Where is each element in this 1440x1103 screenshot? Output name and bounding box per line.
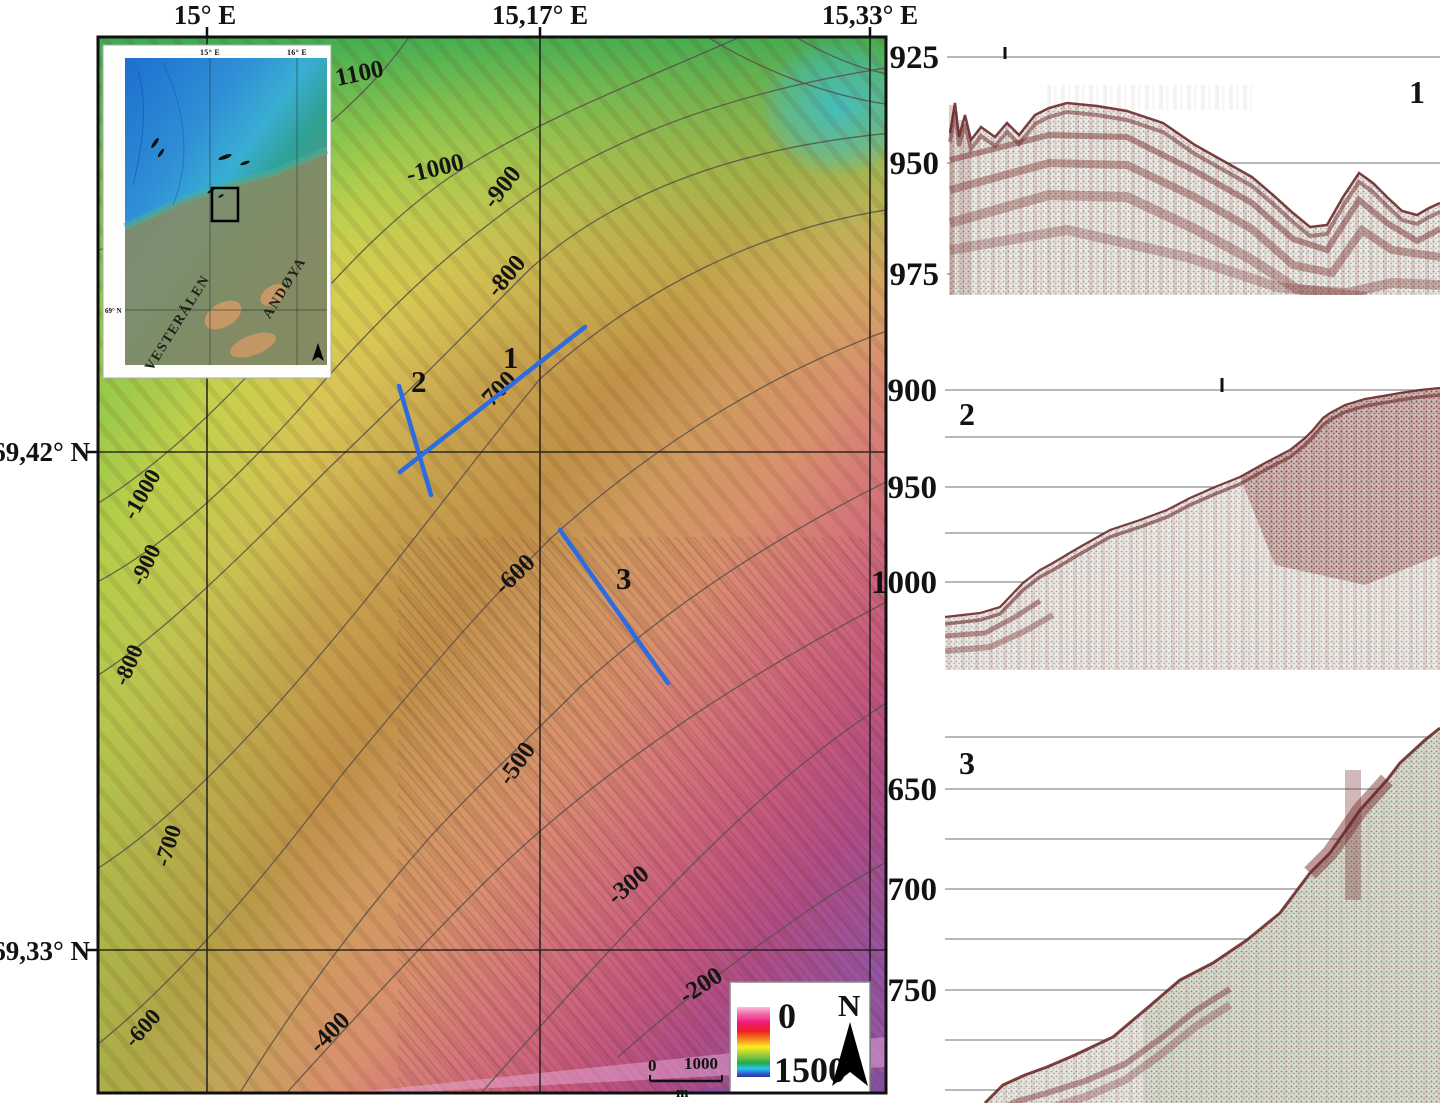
survey-line-3 <box>557 527 671 686</box>
scale-bar-end-label: 1000 <box>684 1054 718 1073</box>
profile-2-seismogram <box>945 386 1440 670</box>
bathymetry-surface <box>98 37 886 1093</box>
inset-graticule <box>125 58 327 365</box>
legend-colorbar <box>737 1007 770 1077</box>
survey-line-1 <box>397 324 588 475</box>
depth-tick-label: 950 <box>890 146 940 182</box>
depth-tick-label: 700 <box>888 872 938 908</box>
depth-tick-label: 925 <box>890 40 940 76</box>
inset-map: VESTERÅLEN ANDØYA 15° E 16° E 69° N <box>102 44 332 379</box>
margin-ticks <box>86 27 872 952</box>
depth-tick-label: 650 <box>888 772 938 808</box>
contour-corner-a <box>706 37 886 105</box>
lon-tick-label: 15,33° E <box>822 0 918 30</box>
contour-lines <box>98 37 886 1093</box>
lon-tick-label: 15° E <box>174 0 237 30</box>
contour-1000 <box>98 37 742 505</box>
inset-lat-label: 69° N <box>105 307 122 315</box>
seafloor-line-1 <box>948 101 1440 229</box>
seafloor-line-3 <box>983 726 1440 1103</box>
survey-lines <box>396 324 671 686</box>
vertical-disturbance <box>1345 770 1361 900</box>
profile-panel-2: 900 950 1000 2 <box>871 373 1440 670</box>
depth-tick-label: 1000 <box>871 565 937 601</box>
north-label: N <box>838 988 860 1023</box>
lat-tick-label: 69,42° N <box>0 437 91 467</box>
profile-panel-1: 925 950 975 1 <box>890 40 1440 295</box>
inset-sea-contour <box>162 62 185 206</box>
legend-box: 0 1500 N <box>729 981 871 1094</box>
depth-tick-label: 950 <box>888 470 938 506</box>
depth-tick-label: 750 <box>888 973 938 1009</box>
inset-land-patch <box>230 332 276 358</box>
inset-lon-label: 15° E <box>200 48 220 57</box>
inset-north-arrow <box>312 343 324 361</box>
profile-1-reflectors <box>948 131 1440 295</box>
contour-300 <box>480 702 886 1093</box>
bathymetric-map-panel: 1100 -1000 -900 -800 -700 -600 -500 -400… <box>96 35 888 1101</box>
profile-3-seismogram <box>983 726 1440 1103</box>
inset-map-body: VESTERÅLEN ANDØYA <box>123 58 329 374</box>
inset-shallow-band <box>123 146 329 231</box>
profile-2-reflectors <box>945 598 1055 654</box>
inset-sea-contour <box>132 69 144 186</box>
depth-tick-label: 975 <box>890 257 940 293</box>
contour-200 <box>617 861 886 1058</box>
north-arrow <box>832 1022 868 1086</box>
survey-line-3-label: 3 <box>616 561 632 596</box>
map-border <box>96 35 888 1095</box>
contour-500 <box>238 481 886 1093</box>
water-column-noise <box>1042 85 1252 110</box>
legend-min-label: 0 <box>778 996 796 1036</box>
contour-700 <box>98 209 886 869</box>
seafloor-line-2 <box>945 386 1440 619</box>
survey-line-1-label: 1 <box>503 340 519 375</box>
profile-1-number: 1 <box>1409 74 1425 110</box>
depth-tick-label: 900 <box>888 373 938 409</box>
profile-1-seismogram <box>948 85 1440 295</box>
inset-lon-label: 16° E <box>287 48 307 57</box>
lat-tick-label: 69,33° N <box>0 936 91 966</box>
map-margin-labels: 15° E 15,17° E 15,33° E 69,42° N 69,33° … <box>0 0 918 966</box>
graticule <box>98 37 886 1093</box>
survey-line-2-label: 2 <box>411 364 427 399</box>
inset-study-area-box <box>210 186 240 223</box>
contour-400 <box>285 601 886 1093</box>
contour-600 <box>98 330 886 1045</box>
inset-land-patch <box>260 284 286 306</box>
scale-bar-start-label: 0 <box>648 1056 657 1075</box>
legend-max-label: 1500 <box>774 1050 846 1090</box>
profile-3-number: 3 <box>959 745 975 781</box>
survey-line-2 <box>396 383 434 498</box>
profile-2-number: 2 <box>959 396 975 432</box>
lon-tick-label: 15,17° E <box>492 0 588 30</box>
inset-land-patch <box>204 300 242 330</box>
profile-panel-3: 650 700 750 3 <box>888 726 1440 1103</box>
